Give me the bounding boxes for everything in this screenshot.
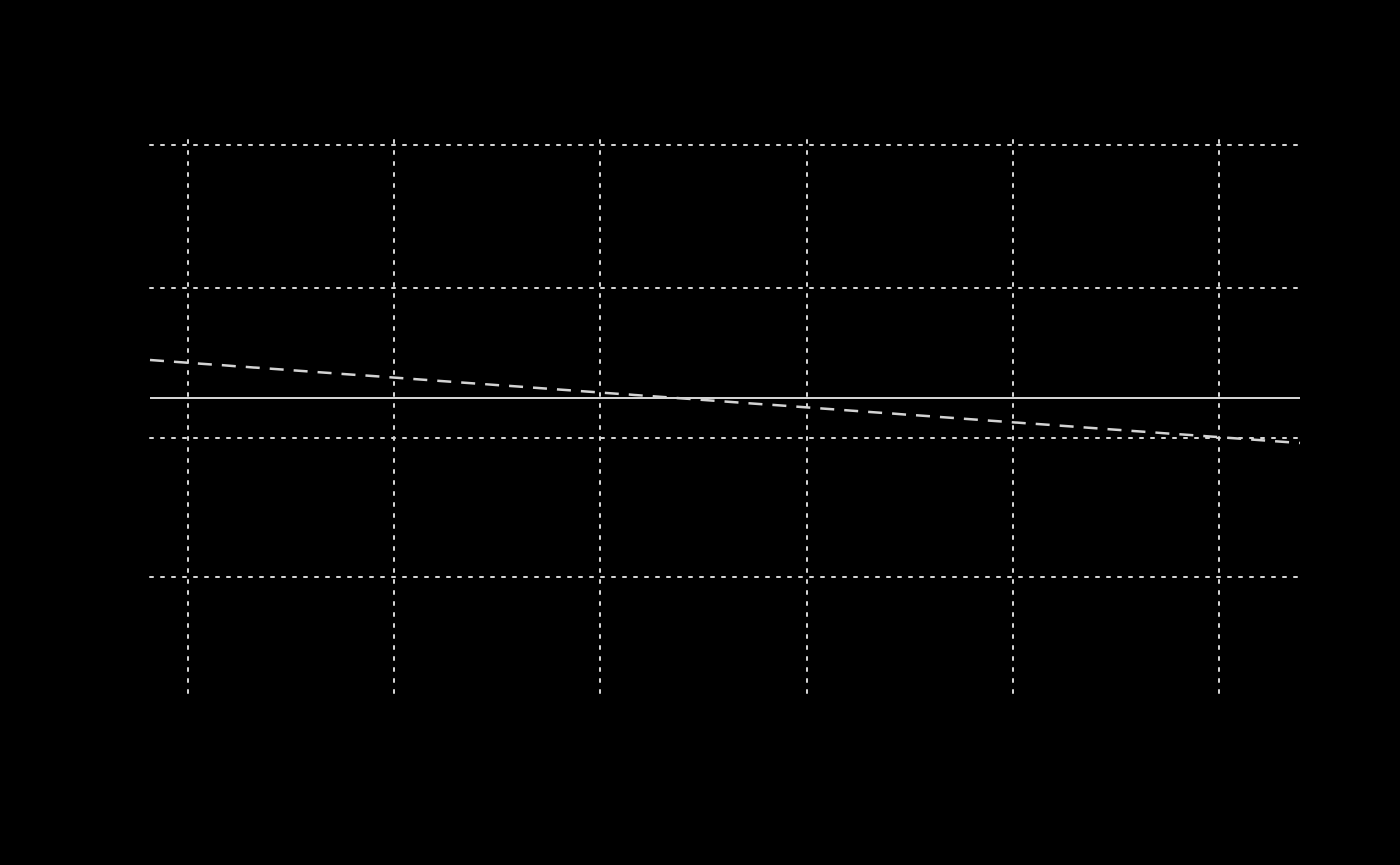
line-chart — [0, 0, 1400, 865]
